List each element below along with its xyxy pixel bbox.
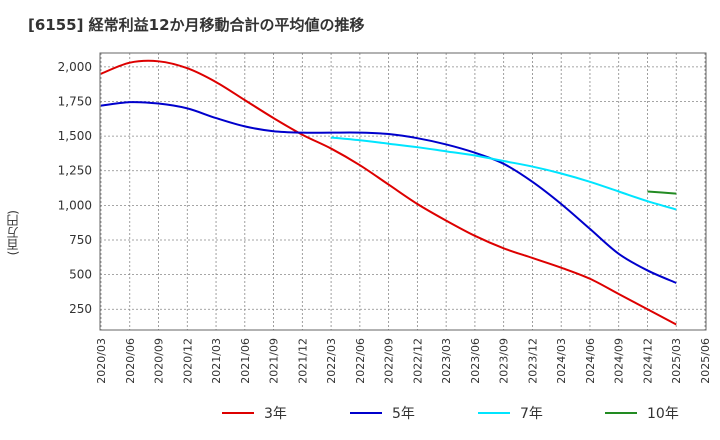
legend-label: 10年	[647, 406, 679, 422]
x-tick-label: 2023/09	[498, 338, 511, 384]
legend: 3年 5年 7年 10年	[222, 406, 679, 422]
y-tick-label: 250	[69, 302, 92, 316]
y-tick-label: 1,750	[58, 94, 92, 108]
x-tick-label: 2020/12	[181, 338, 194, 384]
x-tick-label: 2024/06	[584, 338, 597, 384]
x-tick-label: 2020/06	[124, 338, 137, 384]
x-tick-label: 2020/03	[95, 338, 108, 384]
x-tick-label: 2020/09	[153, 338, 166, 384]
series-line-1	[100, 59, 677, 326]
x-tick-label: 2021/03	[210, 338, 223, 384]
x-tick-label: 2021/06	[239, 338, 252, 384]
y-tick-label: 1,500	[58, 129, 92, 143]
x-tick-label: 2024/03	[555, 338, 568, 384]
series-line-4	[647, 190, 677, 195]
x-tick-label: 2021/09	[268, 338, 281, 384]
grid-lines	[100, 53, 706, 330]
y-axis-ticks: 250 500 750 1,000 1,250 1,500 1,750 2,000	[58, 60, 92, 316]
x-tick-label: 2022/03	[325, 338, 338, 384]
plot-frame	[99, 52, 707, 331]
y-tick-label: 2,000	[58, 60, 92, 74]
y-tick-label: 1,000	[58, 198, 92, 212]
series-line-3	[330, 136, 677, 211]
x-tick-label: 2023/12	[526, 338, 539, 384]
legend-label: 3年	[264, 406, 287, 422]
x-tick-label: 2021/12	[296, 338, 309, 384]
x-tick-label: 2023/06	[469, 338, 482, 384]
legend-label: 7年	[520, 406, 543, 422]
series-lines	[100, 59, 677, 326]
x-tick-label: 2022/06	[354, 338, 367, 384]
chart-title: [6155] 経常利益12か月移動合計の平均値の推移	[28, 16, 365, 34]
x-tick-label: 2025/06	[699, 338, 712, 384]
x-tick-label: 2024/12	[641, 338, 654, 384]
x-tick-label: 2023/03	[440, 338, 453, 384]
x-tick-label: 2022/09	[383, 338, 396, 384]
x-tick-label: 2024/09	[613, 338, 626, 384]
series-line-2	[100, 101, 677, 284]
y-tick-label: 750	[69, 233, 92, 247]
y-tick-label: 1,250	[58, 164, 92, 178]
y-tick-label: 500	[69, 268, 92, 282]
x-tick-label: 2025/03	[670, 338, 683, 384]
x-tick-label: 2022/12	[411, 338, 424, 384]
x-axis-ticks: 2020/03 2020/06 2020/09 2020/12 2021/03 2021/…	[95, 338, 712, 384]
legend-label: 5年	[392, 406, 415, 422]
